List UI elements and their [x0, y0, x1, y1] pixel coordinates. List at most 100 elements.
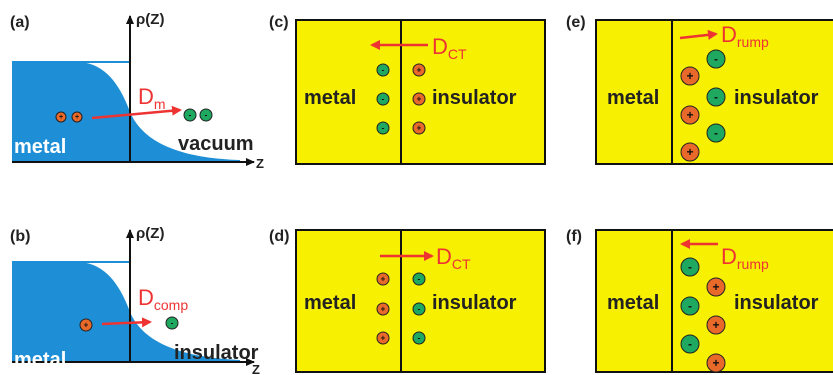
panel-d: metal insulator DCT	[295, 229, 546, 373]
charge-sign: -	[205, 111, 208, 120]
charge-sign: +	[75, 114, 79, 121]
panel-a-label: (a)	[10, 14, 30, 31]
insulator-label: insulator	[734, 292, 819, 314]
charge-sign: -	[714, 90, 718, 104]
charge-sign: +	[417, 124, 422, 133]
positive-charge: +	[412, 121, 426, 135]
positive-charge: +	[706, 353, 726, 373]
positive-charge: +	[680, 66, 700, 86]
charge-sign: -	[382, 95, 385, 104]
dipole-label: Dcomp	[138, 285, 188, 313]
charge-circle	[376, 302, 390, 316]
dipole-label: Drump	[721, 22, 769, 50]
charge-sign: -	[688, 260, 692, 274]
panel-b: ρ(Z) Z metal insulator Dcomp	[12, 225, 260, 375]
dipole-label: DCT	[436, 244, 471, 272]
charge-sign: +	[417, 95, 422, 104]
z-axis-label: Z	[252, 362, 260, 375]
dipole-label: DCT	[432, 34, 467, 62]
charge-sign: +	[712, 318, 719, 332]
metal-label: metal	[607, 292, 659, 314]
negative-charge: -	[412, 302, 426, 316]
positive-charge: +	[680, 142, 700, 162]
negative-charge: -	[199, 108, 213, 122]
charge-sign: +	[686, 69, 693, 83]
charge-circle	[706, 123, 726, 143]
metal-label: metal	[304, 87, 356, 109]
positive-charge: +	[71, 111, 83, 123]
negative-charge: -	[706, 87, 726, 107]
metal-label: metal	[607, 87, 659, 109]
panel-f: metal insulator Drump	[595, 229, 833, 373]
charge-circle	[376, 92, 390, 106]
charge-circle	[165, 316, 179, 330]
interface-box	[295, 229, 546, 373]
charge-sign: +	[381, 334, 386, 343]
vacuum-label: vacuum	[178, 133, 254, 155]
panel-c: metal insulator DCT	[295, 19, 546, 165]
panel-a: ρ(Z) Z metal vacuum Dm	[12, 11, 264, 171]
charge-circle	[71, 111, 83, 123]
charge-circle	[706, 277, 726, 297]
charge-sign: -	[418, 305, 421, 314]
panel-e-label: (e)	[566, 14, 586, 31]
positive-charge: +	[412, 63, 426, 77]
charge-circle	[55, 111, 67, 123]
positive-charge: +	[55, 111, 67, 123]
charge-circle	[706, 353, 726, 373]
charge-circle	[706, 49, 726, 69]
charge-sign: -	[171, 319, 174, 328]
panel-c-label: (c)	[269, 14, 289, 31]
charge-sign: -	[688, 337, 692, 351]
charge-circle	[412, 121, 426, 135]
charge-circle	[680, 66, 700, 86]
charge-sign: -	[382, 66, 385, 75]
charge-sign: +	[686, 108, 693, 122]
dipole-arrow	[101, 317, 152, 328]
panel-d-label: (d)	[269, 228, 290, 245]
insulator-label: insulator	[174, 342, 259, 364]
charge-circle	[376, 331, 390, 345]
negative-charge: -	[680, 296, 700, 316]
charge-sign: -	[714, 126, 718, 140]
charge-sign: +	[417, 66, 422, 75]
charge-sign: +	[712, 280, 719, 294]
rho-axis-label: ρ(Z)	[136, 11, 164, 28]
charge-sign: -	[418, 275, 421, 284]
charge-circle	[412, 272, 426, 286]
negative-charge: -	[706, 123, 726, 143]
rho-axis-label: ρ(Z)	[136, 225, 164, 242]
charge-sign: -	[688, 299, 692, 313]
negative-charge: -	[165, 316, 179, 330]
dipole-arrow	[679, 29, 718, 40]
metal-label: metal	[304, 292, 356, 314]
charge-sign: -	[418, 334, 421, 343]
charge-circle	[706, 87, 726, 107]
charge-sign: +	[59, 114, 63, 121]
positive-charge: +	[376, 331, 390, 345]
charge-circle	[680, 296, 700, 316]
charge-circle	[183, 108, 197, 122]
insulator-label: insulator	[734, 87, 819, 109]
charge-circle	[376, 63, 390, 77]
metal-density-fill	[12, 262, 240, 362]
negative-charge: -	[376, 92, 390, 106]
charge-circle	[376, 121, 390, 135]
charge-circle	[199, 108, 213, 122]
charge-sign: +	[381, 275, 386, 284]
negative-charge: -	[412, 331, 426, 345]
panel-f-label: (f)	[566, 228, 582, 245]
positive-charge: +	[376, 302, 390, 316]
z-axis-label: Z	[256, 156, 264, 171]
insulator-label: insulator	[432, 292, 517, 314]
insulator-label: insulator	[432, 87, 517, 109]
metal-label: metal	[14, 136, 66, 158]
negative-charge: -	[376, 63, 390, 77]
negative-charge: -	[183, 108, 197, 122]
dipole-label: Drump	[721, 244, 769, 272]
charge-circle	[680, 142, 700, 162]
negative-charge: -	[680, 334, 700, 354]
positive-charge: +	[706, 315, 726, 335]
negative-charge: -	[376, 121, 390, 135]
